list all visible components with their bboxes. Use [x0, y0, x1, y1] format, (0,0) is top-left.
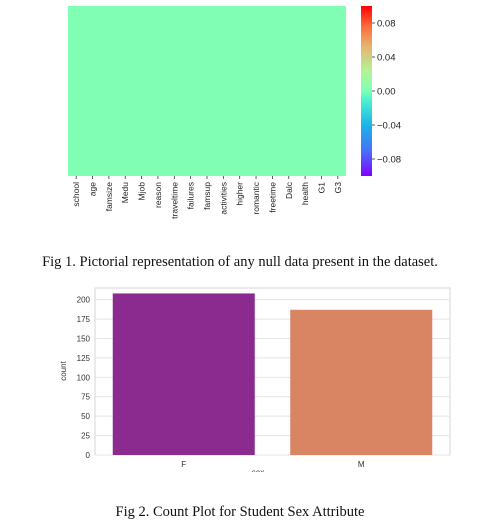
figure-1-caption: Fig 1. Pictorial representation of any n… [42, 254, 438, 270]
x-tick-label: famsup [202, 182, 212, 210]
x-tick-label: Mjob [137, 182, 147, 201]
x-tick-label: M [358, 460, 365, 469]
y-tick-label: 50 [81, 412, 90, 421]
colorbar-tick-label: −0.04 [377, 121, 401, 132]
x-tick-label: activities [218, 182, 228, 215]
x-tick-label: romantic [251, 181, 261, 214]
y-tick-label: 100 [77, 373, 91, 382]
x-tick-label: reason [153, 182, 163, 208]
x-tick-label: failures [186, 182, 196, 209]
x-tick-label: G1 [316, 182, 326, 194]
x-tick-label: traveltime [169, 182, 179, 219]
x-tick-label: F [181, 460, 186, 469]
x-tick-label: G3 [333, 182, 343, 194]
y-tick-labels: 0 25 50 75 100 125 150 175 200 [77, 296, 91, 460]
heatmap-x-tick-labels: school age famsize Medu Mjob reason traveltime… [71, 176, 343, 219]
y-tick-label: 200 [77, 296, 91, 305]
heatmap-cells [68, 6, 346, 176]
x-tick-label: health [300, 182, 310, 205]
bar-F [112, 293, 255, 455]
colorbar-tick-label: 0.04 [377, 53, 396, 64]
figure-2-caption: Fig 2. Count Plot for Student Sex Attrib… [115, 504, 365, 520]
x-tick-label: age [88, 182, 98, 196]
x-tick-label: famsize [104, 182, 114, 212]
x-tick-label: Medu [120, 182, 130, 204]
x-axis-label: sex [252, 468, 264, 472]
bars [112, 293, 433, 455]
y-tick-label: 150 [77, 334, 91, 343]
bar-M [290, 309, 433, 455]
colorbar-tick-label: −0.08 [377, 155, 401, 166]
colorbar-tick-label: 0.08 [377, 19, 396, 30]
null-data-heatmap: school age famsize Medu Mjob reason traveltime… [68, 6, 401, 219]
x-tick-label: school [71, 182, 81, 207]
y-tick-label: 0 [86, 451, 91, 460]
x-tick-label: freetime [267, 182, 277, 213]
y-axis-label: count [59, 360, 68, 380]
x-tick-label: higher [235, 182, 245, 206]
y-tick-label: 25 [81, 432, 90, 441]
colorbar-tick-label: 0.00 [377, 87, 396, 98]
x-tick-label: Dalc [284, 181, 294, 199]
y-tick-label: 125 [77, 354, 91, 363]
colorbar [361, 6, 372, 176]
y-tick-label: 75 [81, 393, 90, 402]
y-tick-label: 175 [77, 315, 91, 324]
colorbar-ticks: 0.08 0.04 0.00 −0.04 −0.08 [372, 19, 401, 166]
